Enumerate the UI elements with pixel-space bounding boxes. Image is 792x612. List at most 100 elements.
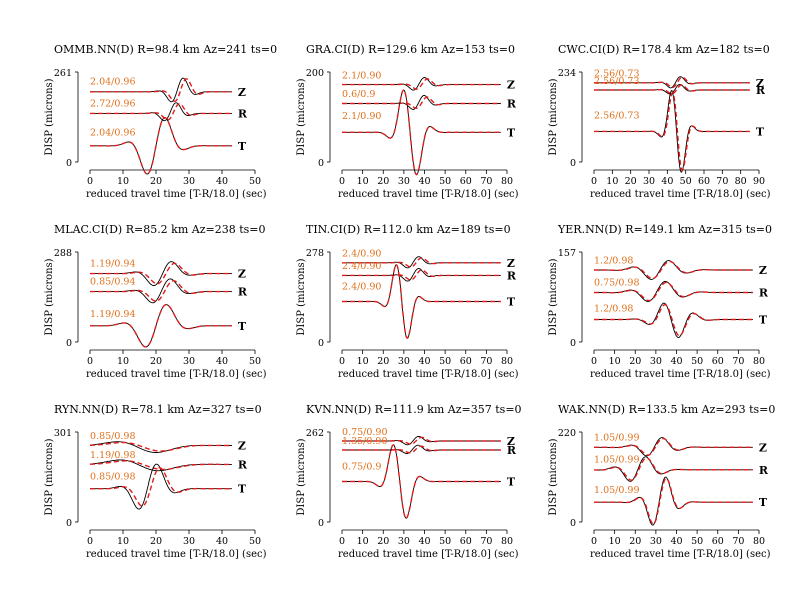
x-tick-label: 30 xyxy=(183,176,195,187)
x-tick-label: 80 xyxy=(501,356,513,367)
station-panel-5: TIN.CI(D) R=112.0 km Az=189 ts=0 278 0 DISP… xyxy=(296,223,519,380)
trace-synthetic-T xyxy=(594,91,750,172)
x-axis-label: reduced travel time [T-R/18.0] (sec) xyxy=(86,549,267,560)
x-tick-label: 80 xyxy=(735,176,747,187)
y-bottom-label: 0 xyxy=(318,158,324,169)
x-tick-label: 0 xyxy=(591,356,597,367)
x-tick-label: 80 xyxy=(753,536,765,547)
trace-synthetic-Z xyxy=(342,257,501,268)
trace-synthetic-T xyxy=(342,443,501,520)
x-tick-label: 70 xyxy=(480,356,492,367)
x-tick-label: 10 xyxy=(117,176,129,187)
fit-annotation-Z: 2.4/0.90 xyxy=(342,249,381,260)
component-label-Z: Z xyxy=(238,268,246,281)
component-label-Z: Z xyxy=(238,439,246,452)
x-tick-label: 70 xyxy=(716,176,728,187)
x-tick-label: 30 xyxy=(398,536,410,547)
station-panel-8: KVN.NN(D) R=111.9 km Az=357 ts=0 262 0 DISP… xyxy=(296,403,522,560)
fit-annotation-T: 0.75/0.9 xyxy=(342,461,381,472)
component-label-R: R xyxy=(759,287,769,300)
x-tick-label: 60 xyxy=(698,176,710,187)
trace-synthetic-T xyxy=(90,303,232,348)
trace-synthetic-Z xyxy=(342,436,501,445)
x-tick-label: 40 xyxy=(670,356,682,367)
component-label-R: R xyxy=(507,98,517,111)
y-axis-label: DISP (microns) xyxy=(44,258,55,335)
x-tick-label: 10 xyxy=(357,176,369,187)
x-tick-label: 10 xyxy=(609,536,621,547)
x-tick-label: 40 xyxy=(418,536,430,547)
x-tick-label: 20 xyxy=(150,176,162,187)
fit-annotation-T: 1.2/0.98 xyxy=(594,304,633,315)
y-top-label: 220 xyxy=(558,428,576,439)
y-top-label: 288 xyxy=(54,248,72,259)
x-tick-label: 20 xyxy=(377,536,389,547)
component-label-Z: Z xyxy=(759,441,767,454)
fit-annotation-Z: 1.19/0.94 xyxy=(90,258,136,269)
fit-annotation-T: 0.85/0.98 xyxy=(90,471,136,482)
y-top-label: 234 xyxy=(558,68,576,79)
trace-synthetic-Z xyxy=(594,260,753,280)
x-tick-label: 80 xyxy=(501,176,513,187)
trace-synthetic-T xyxy=(90,116,232,175)
fit-annotation-R: 2.72/0.96 xyxy=(90,99,136,110)
x-tick-label: 50 xyxy=(439,356,451,367)
y-axis-label: DISP (microns) xyxy=(44,438,55,515)
panel-title: CWC.CI(D) R=178.4 km Az=182 ts=0 xyxy=(558,43,770,56)
x-tick-label: 30 xyxy=(650,536,662,547)
x-axis-label: reduced travel time [T-R/18.0] (sec) xyxy=(86,189,267,200)
x-tick-label: 0 xyxy=(339,176,345,187)
trace-synthetic-Z xyxy=(90,262,232,285)
station-panel-4: MLAC.CI(D) R=85.2 km Az=238 ts=0 288 0 DISP… xyxy=(44,223,267,380)
x-tick-label: 0 xyxy=(339,356,345,367)
fit-annotation-T: 1.19/0.94 xyxy=(90,309,136,320)
x-tick-label: 30 xyxy=(183,356,195,367)
panel-title: WAK.NN(D) R=133.5 km Az=293 ts=0 xyxy=(558,403,775,416)
panel-title: YER.NN(D) R=149.1 km Az=315 ts=0 xyxy=(557,223,772,236)
fit-annotation-Z: 1.05/0.99 xyxy=(594,433,640,444)
component-label-R: R xyxy=(238,458,248,471)
station-panel-7: RYN.NN(D) R=78.1 km Az=327 ts=03010DISP … xyxy=(44,403,267,560)
panel-title: KVN.NN(D) R=111.9 km Az=357 ts=0 xyxy=(306,403,522,416)
component-label-R: R xyxy=(238,107,248,120)
fit-annotation-R: 0.6/0.9 xyxy=(342,89,375,100)
x-tick-label: 0 xyxy=(87,536,93,547)
trace-synthetic-R xyxy=(594,457,753,481)
component-label-Z: Z xyxy=(238,86,246,99)
component-label-T: T xyxy=(507,296,516,309)
y-axis-label: DISP (microns) xyxy=(296,258,307,335)
x-axis-label: reduced travel time [T-R/18.0] (sec) xyxy=(338,189,519,200)
trace-synthetic-R xyxy=(342,445,501,454)
x-tick-label: 50 xyxy=(439,536,451,547)
component-label-Z: Z xyxy=(507,257,515,270)
x-tick-label: 40 xyxy=(216,536,228,547)
x-axis-label: reduced travel time [T-R/18.0] (sec) xyxy=(338,369,519,380)
x-tick-label: 20 xyxy=(629,356,641,367)
station-panel-1: OMMB.NN(D) R=98.4 km Az=241 ts=0 261 0 DISP… xyxy=(44,43,277,200)
panel-title: MLAC.CI(D) R=85.2 km Az=238 ts=0 xyxy=(54,223,266,236)
y-bottom-label: 0 xyxy=(66,158,72,169)
component-label-R: R xyxy=(756,84,766,97)
trace-synthetic-Z xyxy=(90,441,232,452)
x-tick-label: 20 xyxy=(625,176,637,187)
x-tick-label: 60 xyxy=(712,536,724,547)
fit-annotation-R: 1.19/0.98 xyxy=(90,450,136,461)
x-tick-label: 0 xyxy=(87,356,93,367)
component-label-T: T xyxy=(759,314,768,327)
trace-data-R xyxy=(90,102,232,122)
component-label-Z: Z xyxy=(507,79,515,92)
fit-annotation-T: 2.1/0.90 xyxy=(342,111,381,122)
fit-annotation-R: 0.85/0.94 xyxy=(90,276,136,287)
y-top-label: 261 xyxy=(54,68,72,79)
y-axis-label: DISP (microns) xyxy=(548,258,559,335)
x-tick-label: 90 xyxy=(753,176,765,187)
component-label-T: T xyxy=(238,140,247,153)
trace-synthetic-R xyxy=(594,84,750,95)
fit-annotation-Z: 2.56/0.73 xyxy=(594,69,640,80)
x-tick-label: 0 xyxy=(339,536,345,547)
fit-annotation-T: 2.04/0.96 xyxy=(90,127,136,138)
y-top-label: 200 xyxy=(306,68,324,79)
component-label-R: R xyxy=(238,286,248,299)
fit-annotation-R: 2.56/0.73 xyxy=(594,76,640,87)
y-bottom-label: 0 xyxy=(318,518,324,529)
